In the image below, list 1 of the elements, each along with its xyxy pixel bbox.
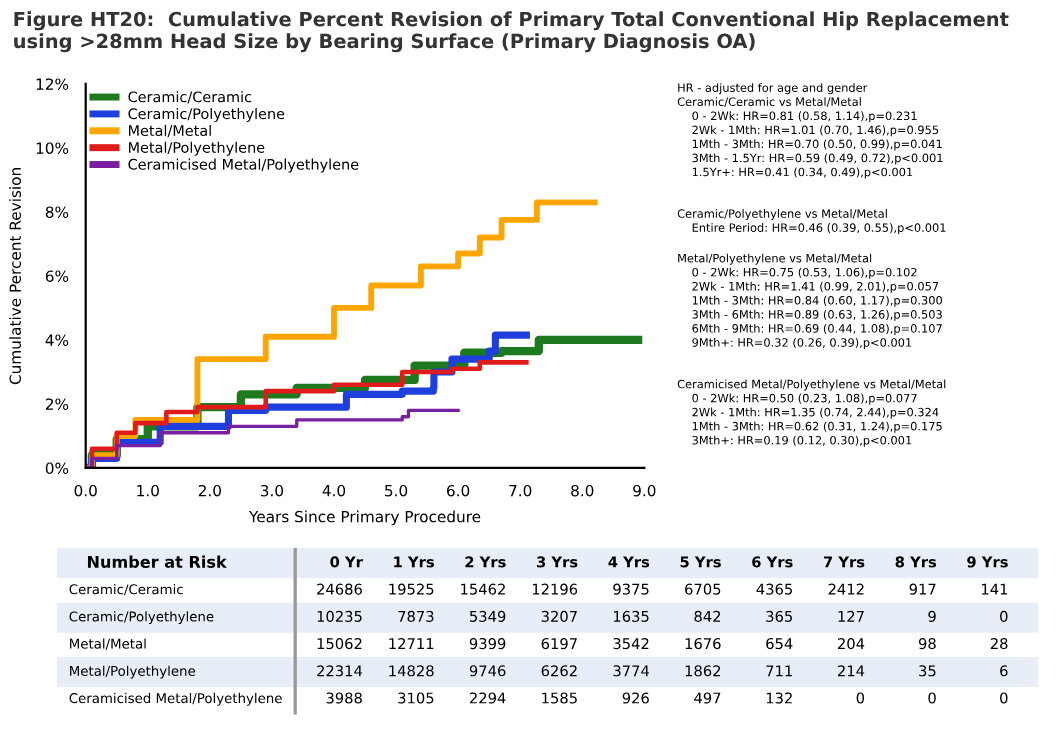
chart-title: Figure HT20: Cumulative Percent Revision of Primary Total Conventional Hip Replacement using >28mm Head Size by Bearing Surface (Primary Diagnosis OA) (14, 11, 1009, 53)
